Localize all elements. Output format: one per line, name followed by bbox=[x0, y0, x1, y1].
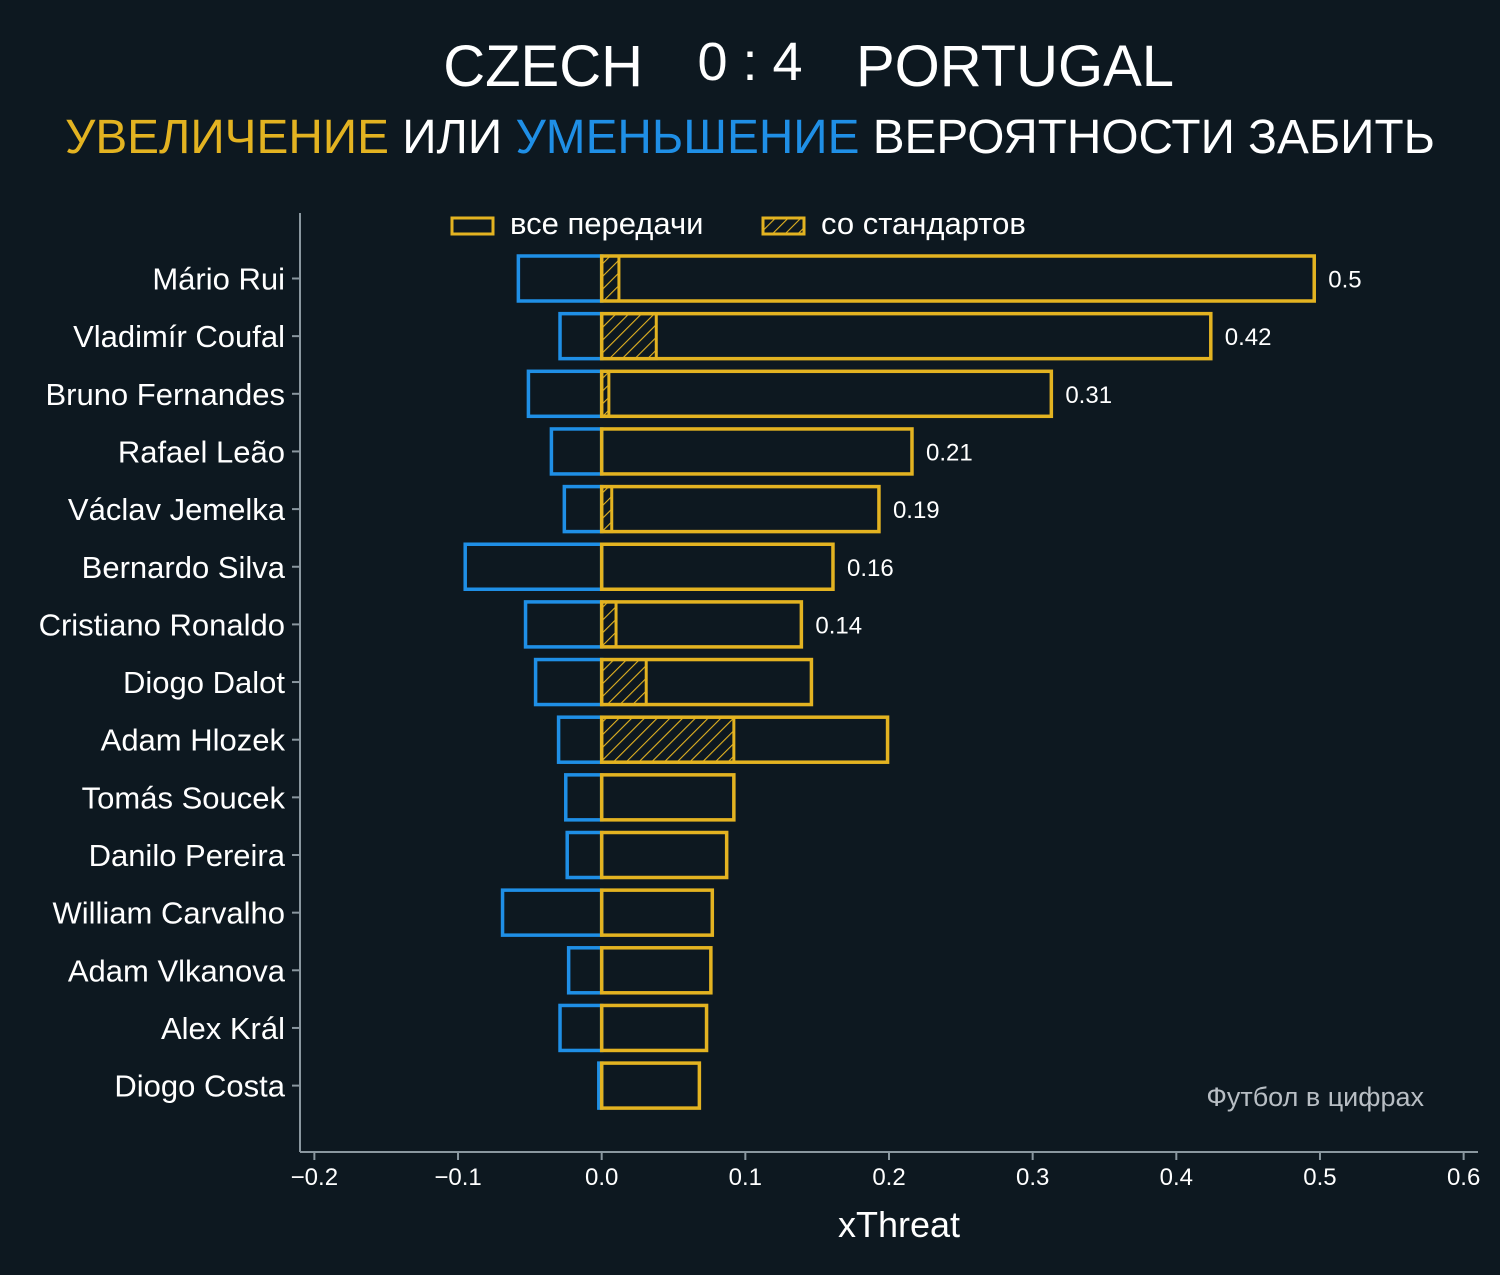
bar-negative bbox=[558, 1003, 604, 1053]
bar-all-passes bbox=[599, 888, 715, 937]
bar-set-pieces bbox=[600, 715, 736, 764]
credit-text: Футбол в цифрах bbox=[1206, 1082, 1424, 1112]
bar-all-passes bbox=[599, 946, 713, 995]
x-tick-label: 0.1 bbox=[729, 1164, 762, 1191]
bar-all-passes bbox=[599, 600, 804, 649]
bar-negative bbox=[500, 888, 604, 937]
x-ticks: −0.2 −0.1 0.0 0.1 0.2 0.3 0.4 0.5 0.6 bbox=[291, 1152, 1480, 1191]
x-tick-label: 0.0 bbox=[585, 1164, 618, 1191]
bar-all-passes bbox=[599, 542, 835, 591]
value-label: 0.19 bbox=[893, 497, 940, 524]
value-label: 0.31 bbox=[1065, 382, 1112, 409]
bar-negative bbox=[566, 946, 604, 995]
bar-negative bbox=[549, 427, 604, 476]
x-tick-label: 0.5 bbox=[1303, 1164, 1336, 1191]
bar-all-passes bbox=[599, 427, 914, 476]
bar-negative bbox=[564, 773, 604, 822]
bar-set-pieces bbox=[600, 312, 658, 361]
bar-negative bbox=[565, 830, 604, 880]
x-tick-label: 0.4 bbox=[1160, 1164, 1193, 1191]
player-label: Diogo Dalot bbox=[123, 665, 285, 700]
bar-all-passes bbox=[599, 311, 1213, 361]
legend-label-all-passes: все передачи bbox=[510, 206, 703, 241]
player-label: Adam Vlkanova bbox=[68, 953, 286, 988]
bar-set-pieces bbox=[600, 254, 621, 303]
bar-all-passes bbox=[599, 657, 814, 707]
bar-negative bbox=[526, 369, 604, 419]
x-tick-label: 0.3 bbox=[1016, 1164, 1049, 1191]
bar-all-passes bbox=[599, 715, 890, 764]
x-tick-label: 0.6 bbox=[1447, 1164, 1480, 1191]
bar-negative bbox=[523, 600, 604, 649]
x-tick-label: −0.2 bbox=[291, 1164, 338, 1191]
bar-negative bbox=[533, 657, 604, 707]
x-axis-title: xThreat bbox=[838, 1204, 960, 1245]
bar-negative bbox=[463, 542, 604, 591]
bar-all-passes bbox=[599, 1003, 709, 1053]
legend-label-set-pieces: со стандартов bbox=[821, 206, 1026, 241]
chart-subtitle: УВЕЛИЧЕНИЕ ИЛИ УМЕНЬШЕНИЕ ВЕРОЯТНОСТИ ЗА… bbox=[65, 111, 1435, 164]
value-label: 0.42 bbox=[1225, 324, 1272, 351]
subtitle-rest: ВЕРОЯТНОСТИ ЗАБИТЬ bbox=[873, 111, 1435, 164]
bar-all-passes bbox=[599, 830, 729, 880]
value-label: 0.5 bbox=[1328, 267, 1361, 294]
player-label: Adam Hlozek bbox=[101, 723, 286, 758]
match-score: 0 : 4 bbox=[697, 32, 802, 92]
x-tick-label: −0.1 bbox=[434, 1164, 481, 1191]
value-label: 0.21 bbox=[926, 439, 973, 466]
value-label: 0.16 bbox=[847, 555, 894, 582]
player-label: Vladimír Coufal bbox=[73, 319, 285, 354]
player-label: Alex Král bbox=[161, 1011, 285, 1046]
bar-all-passes bbox=[599, 254, 1316, 303]
bars-layer: 0.5 0.42 0.31 0.21 0.19 0.16 0.14 bbox=[463, 254, 1362, 1110]
subtitle-increase: УВЕЛИЧЕНИЕ bbox=[65, 111, 389, 164]
legend-swatch-set-pieces bbox=[761, 216, 806, 236]
player-label: Bruno Fernandes bbox=[45, 377, 285, 412]
player-label: Bernardo Silva bbox=[82, 550, 286, 585]
bar-negative bbox=[562, 484, 604, 534]
legend: все передачи со стандартов bbox=[450, 206, 1026, 241]
player-label: William Carvalho bbox=[52, 896, 285, 931]
bar-set-pieces bbox=[600, 658, 648, 707]
subtitle-decrease: УМЕНЬШЕНИЕ bbox=[515, 111, 859, 164]
player-label: Mário Rui bbox=[152, 262, 285, 297]
player-label: Diogo Costa bbox=[114, 1069, 285, 1104]
bar-negative bbox=[516, 254, 604, 303]
x-tick-label: 0.2 bbox=[872, 1164, 905, 1191]
bar-all-passes bbox=[599, 773, 736, 822]
player-label: Václav Jemelka bbox=[68, 492, 286, 527]
bar-all-passes bbox=[599, 369, 1054, 419]
bar-all-passes bbox=[599, 484, 881, 534]
player-label: Rafael Leão bbox=[118, 434, 285, 469]
player-label: Tomás Soucek bbox=[82, 780, 286, 815]
bar-negative bbox=[556, 715, 604, 764]
away-team-name: PORTUGAL bbox=[856, 34, 1174, 99]
player-label: Cristiano Ronaldo bbox=[39, 607, 285, 642]
subtitle-or: ИЛИ bbox=[402, 111, 502, 164]
home-team-name: CZECH bbox=[443, 34, 643, 99]
value-label: 0.14 bbox=[815, 612, 862, 639]
player-label: Danilo Pereira bbox=[89, 838, 286, 873]
bar-all-passes bbox=[599, 1061, 702, 1110]
bar-negative bbox=[558, 311, 604, 361]
y-ticks: Mário Rui Vladimír Coufal Bruno Fernandes R… bbox=[39, 262, 300, 1104]
legend-swatch-all-passes bbox=[450, 216, 495, 236]
bar-set-pieces bbox=[600, 600, 618, 649]
